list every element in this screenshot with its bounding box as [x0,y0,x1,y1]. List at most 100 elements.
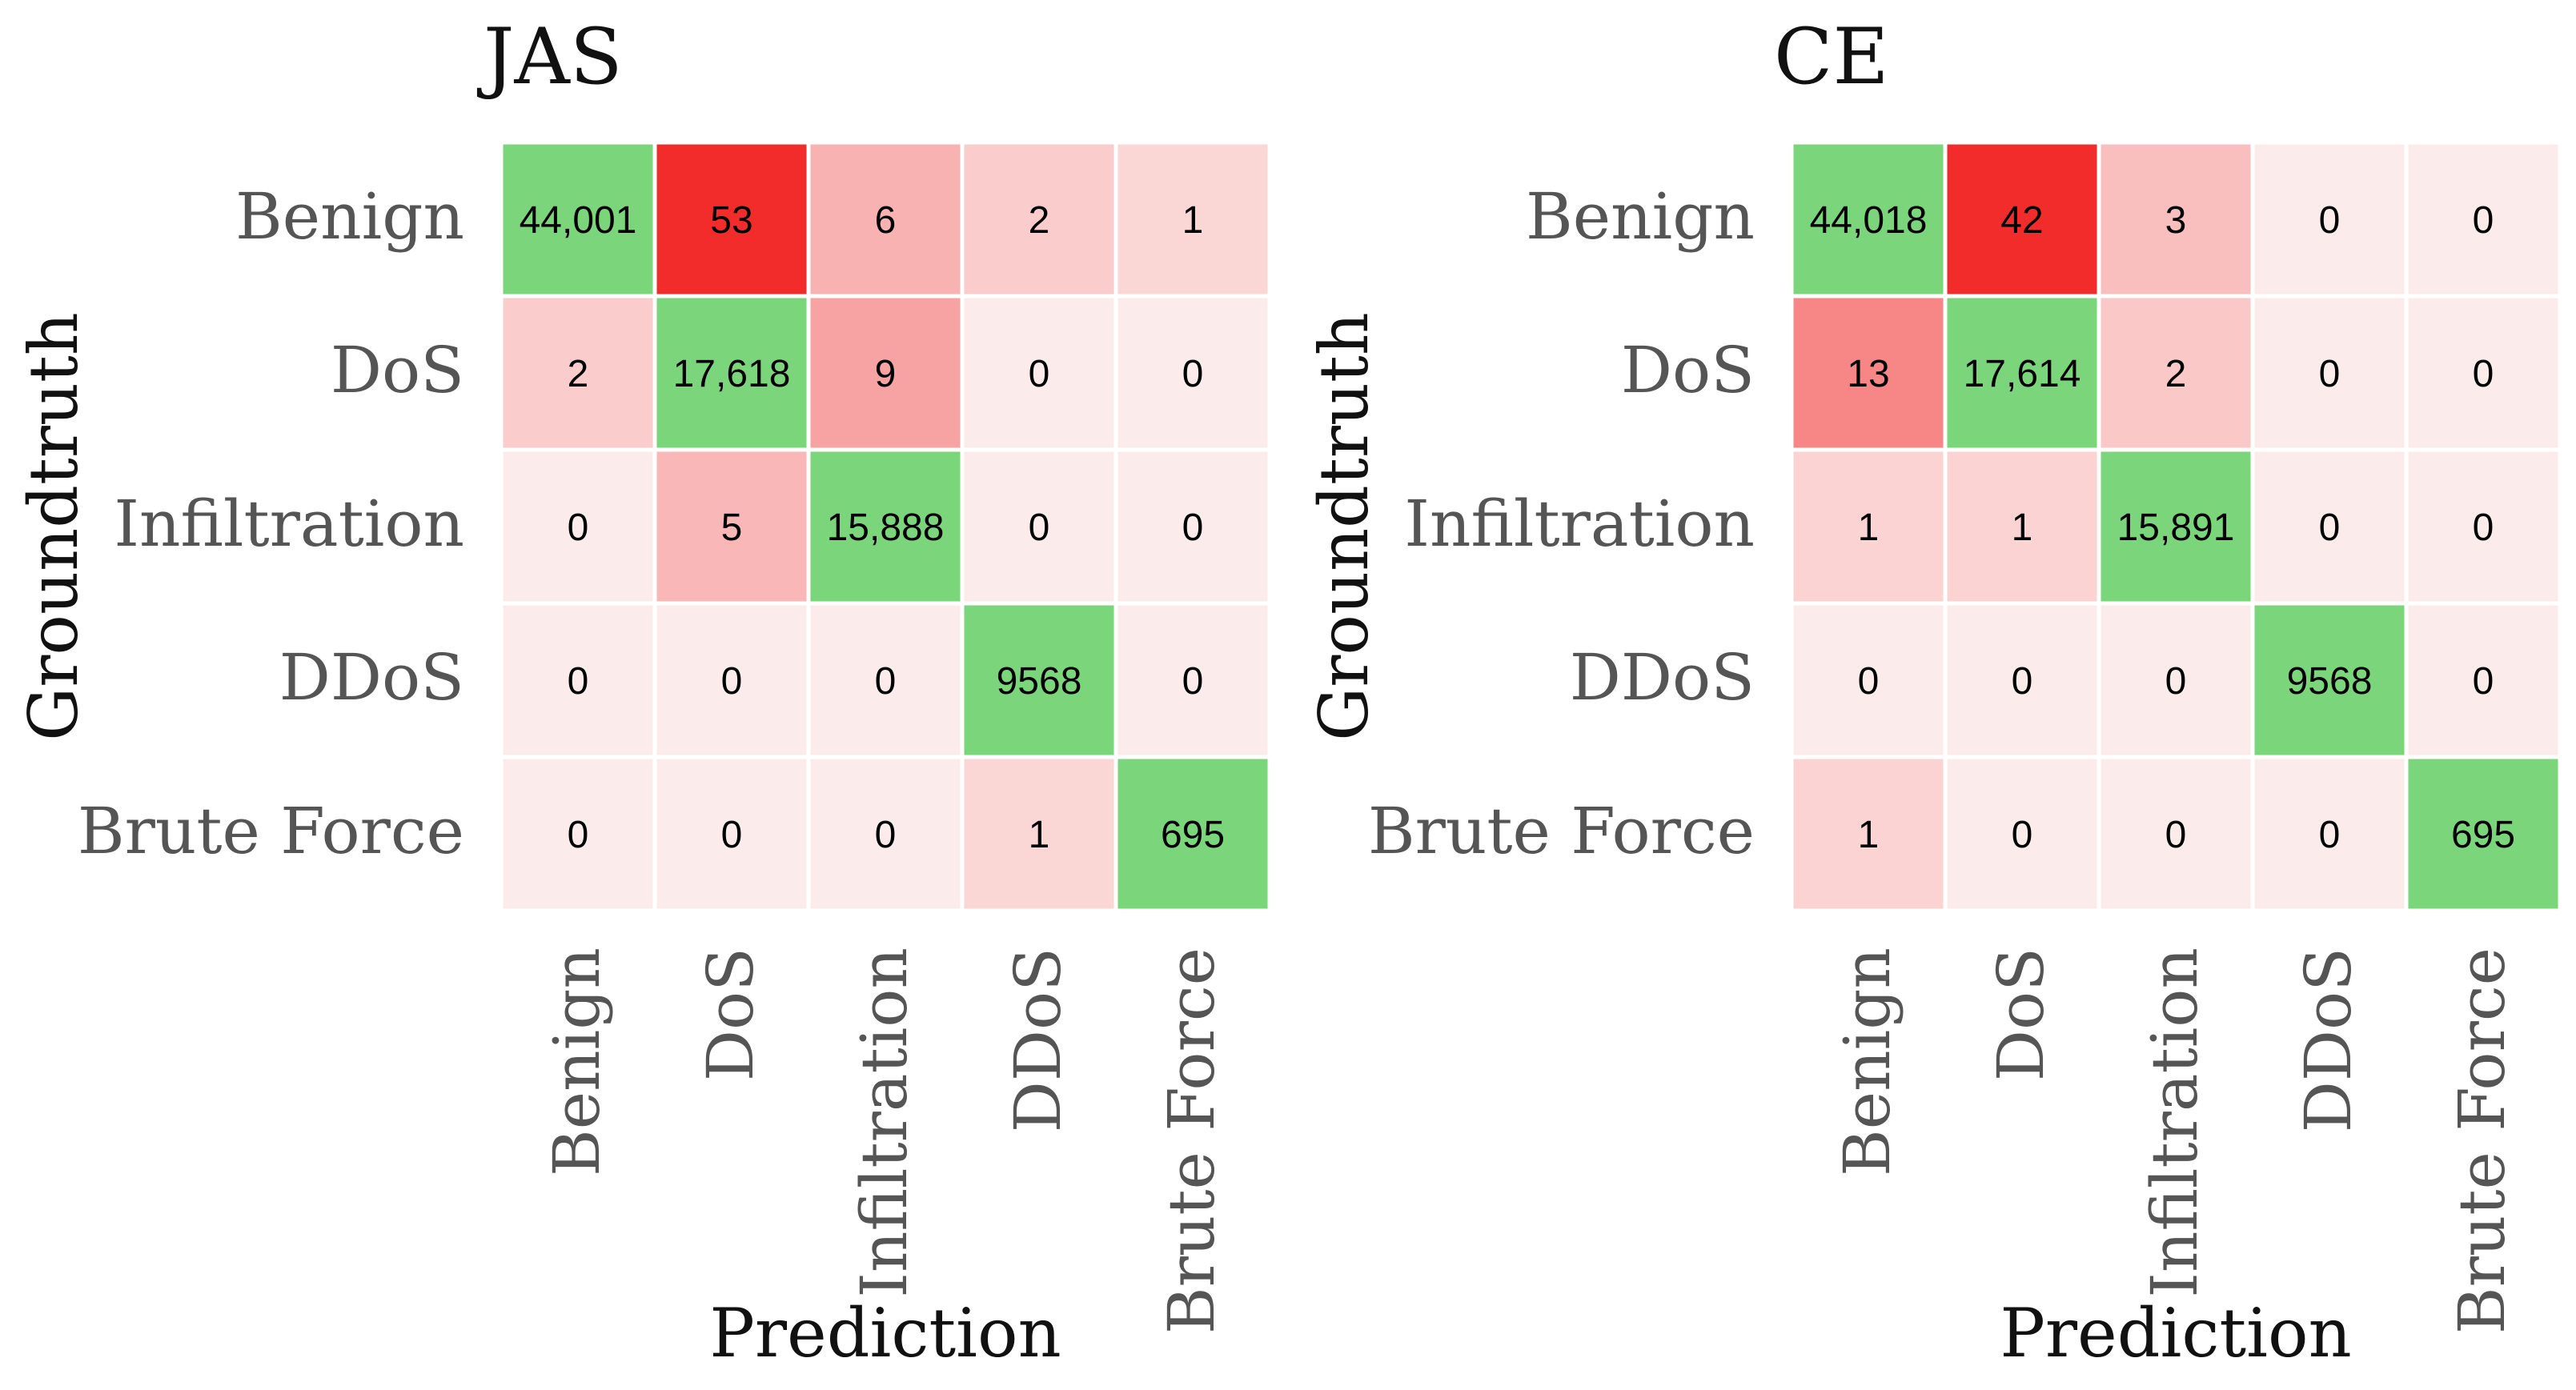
heatmap-cell [1789,755,1948,913]
cell-value-label: 0 [1029,353,1050,395]
heatmap-cell [2404,447,2562,606]
cell-value-label: 0 [875,660,897,703]
x-axis-label: Prediction [2000,1294,2351,1372]
y-tick-label: Benign [1526,179,1755,254]
heatmap-cell [2097,140,2255,298]
cell-value-label: 1 [1029,814,1050,856]
heatmap-cell [1943,755,2101,913]
heatmap-cell [2250,140,2409,298]
cell-value-label: 9568 [997,660,1082,703]
cell-value-label: 0 [1858,660,1880,703]
y-tick-label: Brute Force [1368,794,1755,868]
cell-value-label: 13 [1847,353,1889,395]
x-tick-label: DDoS [2291,947,2365,1132]
cell-value-label: 0 [721,814,743,856]
cell-value-label: 3 [2165,199,2187,242]
cell-value-label: 0 [2473,507,2494,549]
cell-value-label: 0 [2012,814,2033,856]
heatmap-cell [652,755,811,913]
chart-title: CE [1774,12,1889,102]
cell-value-label: 6 [875,199,897,242]
heatmap-cell [652,601,811,759]
cell-value-label: 0 [2165,814,2187,856]
y-axis-label: Groundtruth [14,312,93,741]
heatmap-cell [2404,140,2562,298]
heatmap-cell [806,294,965,452]
cell-value-label: 15,891 [2117,507,2235,549]
heatmap-cell [2404,755,2562,913]
x-axis-label: Prediction [709,1294,1061,1372]
cell-value-label: 695 [2451,814,2515,856]
cell-value-label: 15,888 [827,507,945,549]
heatmap-cell [806,755,965,913]
cell-value-label: 0 [2165,660,2187,703]
cell-value-label: 0 [2319,353,2341,395]
cell-value-label: 17,614 [1964,353,2081,395]
cell-value-label: 17,618 [673,353,791,395]
cell-value-label: 9 [875,353,897,395]
heatmap-cell [960,447,1118,606]
cell-value-label: 44,001 [520,199,637,242]
y-tick-label: Brute Force [78,794,464,868]
heatmap-cell [1113,755,1272,913]
cell-value-label: 53 [710,199,752,242]
y-tick-label: DoS [1621,333,1755,407]
cell-value-label: 1 [1182,199,1204,242]
heatmap-cell [499,294,657,452]
heatmap-cell [499,140,657,298]
heatmap-cell [1943,140,2101,298]
x-tick-label: Infiltration [847,947,921,1298]
cell-value-label: 2 [1029,199,1050,242]
heatmap-cell [652,140,811,298]
cell-value-label: 0 [568,660,589,703]
y-tick-label: DDoS [279,640,464,715]
x-tick-label: DoS [693,947,768,1081]
cell-value-label: 0 [2319,199,2341,242]
cell-value-label: 1 [1858,814,1880,856]
x-tick-label: DoS [1984,947,2058,1081]
heatmap-cell [652,447,811,606]
x-tick-label: Brute Force [2445,947,2519,1334]
cell-value-label: 2 [568,353,589,395]
cell-value-label: 0 [2012,660,2033,703]
heatmap-cell [1943,601,2101,759]
x-tick-label: DDoS [1001,947,1075,1132]
cell-value-label: 0 [2473,353,2494,395]
chart-title: JAS [476,12,623,102]
heatmap-ce: CE 44,018 42 3 0 0 13 17,614 2 0 0 1 1 15,891 0 0 0 0 0 956… [1305,12,2562,1372]
cell-value-label: 695 [1161,814,1225,856]
heatmap-cell [2404,601,2562,759]
cell-value-label: 42 [2000,199,2043,242]
y-tick-label: DDoS [1570,640,1755,715]
cell-value-label: 0 [1182,353,1204,395]
heatmap-cell [2097,755,2255,913]
heatmap-cell [1789,294,1948,452]
x-tick-label: Benign [540,947,614,1176]
x-tick-label: Benign [1830,947,1904,1176]
cell-value-label: 0 [875,814,897,856]
heatmap-cell [1113,294,1272,452]
heatmap-cell [2250,755,2409,913]
cell-value-label: 0 [568,814,589,856]
heatmap-cell [499,755,657,913]
heatmap-cell [1789,447,1948,606]
heatmap-cell [499,601,657,759]
cell-value-label: 0 [2319,814,2341,856]
cell-value-label: 0 [568,507,589,549]
heatmap-cell [1113,601,1272,759]
y-tick-label: Infiltration [114,487,464,561]
cell-value-label: 9568 [2287,660,2373,703]
cell-value-label: 0 [2473,199,2494,242]
cell-value-label: 1 [1858,507,1880,549]
x-tick-label: Brute Force [1154,947,1229,1334]
x-tick-label: Infiltration [2137,947,2212,1298]
heatmap-cell [960,601,1118,759]
cell-value-label: 0 [1029,507,1050,549]
y-axis-label: Groundtruth [1305,312,1383,741]
heatmap-cell [806,601,965,759]
cell-value-label: 0 [1182,507,1204,549]
y-tick-label: DoS [331,333,464,407]
heatmap-jas: JAS 44,001 53 6 2 1 2 17,618 9 0 0 0 5 15,888 0 0 0 0 0 956… [14,12,1272,1372]
y-tick-label: Infiltration [1404,487,1755,561]
